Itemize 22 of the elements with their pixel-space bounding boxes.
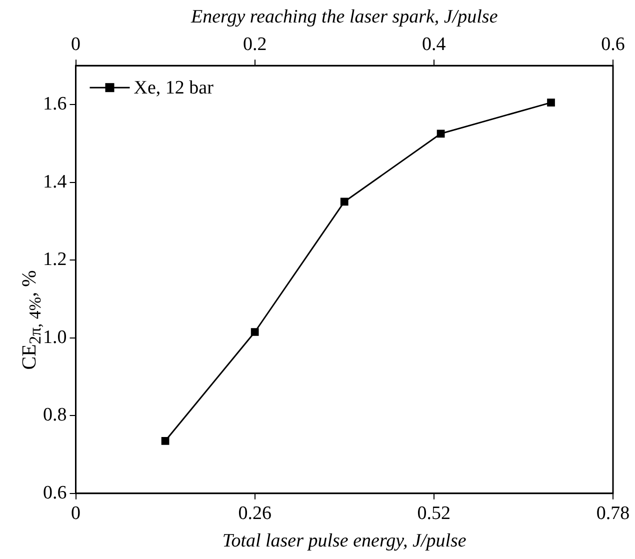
- legend-label: Xe, 12 bar: [134, 78, 214, 99]
- point: [436, 130, 445, 138]
- point: [547, 98, 555, 106]
- x-tick-label: 0: [71, 502, 80, 524]
- x-tick-label: 0.52: [417, 502, 451, 524]
- x2-axis-title: Energy reaching the laser spark, J/pulse: [190, 6, 498, 28]
- point: [340, 198, 348, 206]
- x-tick-label: 0.78: [596, 502, 630, 524]
- x2-tick-label: 0: [71, 34, 80, 56]
- y-tick-label: 1.6: [43, 93, 67, 114]
- y-tick-label: 1.4: [43, 171, 68, 192]
- x2-tick-label: 0.4: [422, 34, 446, 56]
- x2-tick-label: 0.6: [601, 34, 625, 56]
- y-tick-label: 1.0: [43, 326, 67, 348]
- point: [161, 436, 170, 445]
- point: [250, 328, 259, 336]
- x2-tick-label: 0.2: [242, 34, 267, 56]
- x-tick-label: 0.26: [238, 502, 272, 524]
- y-tick-label: 1.2: [43, 249, 67, 270]
- y-tick-label: 0.6: [43, 482, 67, 504]
- x-axis-title: Total laser pulse energy, J/pulse: [222, 530, 466, 552]
- y-tick-label: 0.8: [43, 404, 67, 426]
